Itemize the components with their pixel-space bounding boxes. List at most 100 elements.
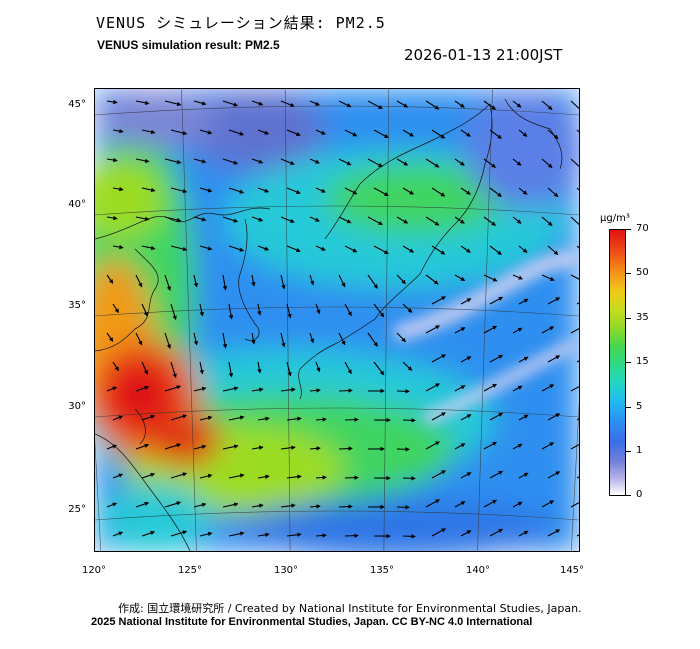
title-english: VENUS simulation result: PM2.5 bbox=[97, 38, 280, 52]
wind-arrow bbox=[193, 274, 199, 288]
wind-arrow bbox=[570, 501, 579, 508]
wind-arrow bbox=[135, 443, 150, 450]
wind-arrow bbox=[541, 158, 553, 168]
wind-arrow bbox=[547, 355, 561, 363]
wind-arrow bbox=[164, 385, 182, 392]
wind-arrow bbox=[518, 472, 529, 479]
latitude-line bbox=[95, 407, 579, 418]
wind-arrow bbox=[251, 387, 264, 392]
wind-arrow bbox=[547, 297, 561, 305]
wind-arrow bbox=[280, 158, 295, 165]
wind-arrow bbox=[170, 245, 188, 252]
wind-arrow bbox=[402, 303, 413, 313]
wind-arrow bbox=[576, 187, 579, 191]
wind-arrow bbox=[425, 158, 440, 168]
wind-arrow bbox=[170, 303, 177, 321]
wind-arrow bbox=[489, 354, 504, 363]
wind-arrow bbox=[228, 303, 234, 320]
lat-label-40: 40° bbox=[68, 199, 86, 210]
wind-arrow bbox=[518, 187, 528, 195]
forecast-timestamp: 2026-01-13 21:00JST bbox=[404, 46, 563, 64]
wind-arrow bbox=[286, 129, 301, 137]
pm25-map[interactable] bbox=[94, 88, 580, 552]
wind-arrow bbox=[112, 415, 124, 421]
lon-label-120: 120° bbox=[81, 565, 107, 576]
wind-arrow bbox=[431, 412, 446, 421]
wind-arrow bbox=[251, 503, 264, 508]
wind-arrow bbox=[286, 245, 301, 253]
wind-arrow bbox=[228, 415, 245, 421]
wind-arrow bbox=[425, 100, 440, 110]
wind-arrow bbox=[228, 129, 245, 136]
wind-arrow bbox=[460, 245, 471, 253]
wind-arrow bbox=[309, 274, 315, 286]
wind-arrow bbox=[170, 530, 188, 537]
wind-arrow bbox=[222, 332, 228, 349]
wind-arrow bbox=[112, 531, 124, 537]
wind-arrow bbox=[141, 245, 156, 251]
wind-arrow bbox=[489, 129, 502, 139]
wind-arrow bbox=[164, 216, 182, 223]
wind-arrow bbox=[257, 129, 270, 135]
wind-arrow bbox=[460, 298, 472, 305]
graticule bbox=[95, 89, 579, 551]
wind-arrow bbox=[280, 332, 286, 348]
wind-arrow bbox=[512, 158, 522, 166]
wind-arrow bbox=[402, 245, 415, 253]
colorbar-tick-mark bbox=[626, 362, 631, 363]
wind-arrow bbox=[483, 383, 498, 392]
map-canvas bbox=[95, 89, 579, 551]
wind-arrow bbox=[518, 530, 529, 537]
wind-arrow bbox=[547, 245, 559, 256]
wind-arrow bbox=[570, 100, 579, 113]
colorbar-tick-mark bbox=[626, 407, 631, 408]
wind-arrow bbox=[512, 216, 522, 224]
wind-arrow bbox=[483, 158, 497, 168]
wind-arrow bbox=[170, 129, 188, 136]
title-japanese: VENUS シミュレーション結果: PM2.5 bbox=[96, 14, 386, 32]
wind-arrow bbox=[286, 474, 302, 479]
lon-label-125: 125° bbox=[177, 565, 203, 576]
colorbar-label-15: 15 bbox=[636, 356, 649, 367]
wind-arrow bbox=[315, 475, 327, 480]
wind-arrow bbox=[135, 274, 143, 288]
wind-arrow bbox=[286, 532, 302, 537]
wind-arrow bbox=[222, 274, 228, 291]
wind-arrow bbox=[518, 414, 529, 421]
wind-arrow bbox=[483, 100, 497, 110]
wind-arrow bbox=[199, 245, 213, 251]
latitude-line bbox=[95, 205, 579, 216]
wind-arrow bbox=[373, 245, 389, 255]
wind-arrow bbox=[402, 361, 413, 371]
wind-arrow bbox=[518, 245, 528, 253]
wind-arrow bbox=[280, 216, 295, 223]
wind-arrow bbox=[338, 216, 352, 224]
wind-arrow bbox=[396, 332, 407, 343]
wind-arrow bbox=[141, 414, 156, 421]
wind-arrow bbox=[164, 443, 182, 450]
wind-arrow bbox=[512, 443, 523, 450]
wind-arrow bbox=[112, 128, 124, 134]
wind-arrow bbox=[367, 100, 383, 109]
wind-arrow bbox=[170, 361, 177, 379]
colorbar-label-35: 35 bbox=[636, 312, 649, 323]
wind-arrow bbox=[541, 274, 555, 281]
wind-arrow bbox=[228, 245, 245, 252]
wind-arrow bbox=[373, 303, 385, 318]
wind-arrow bbox=[309, 158, 320, 164]
wind-arrow bbox=[344, 417, 359, 422]
wind-arrow bbox=[135, 501, 150, 508]
lat-label-35: 35° bbox=[68, 300, 86, 311]
wind-arrow bbox=[106, 386, 118, 392]
wind-arrow bbox=[425, 499, 440, 508]
wind-arrow bbox=[431, 528, 446, 537]
wind-arrow bbox=[280, 274, 286, 290]
wind-arrow bbox=[315, 187, 326, 193]
wind-arrow bbox=[541, 326, 555, 334]
wind-arrow bbox=[547, 187, 559, 198]
wind-arrow bbox=[431, 470, 446, 479]
wind-arrow bbox=[251, 100, 264, 106]
wind-arrow bbox=[338, 504, 353, 509]
wind-arrow bbox=[141, 361, 148, 375]
wind-arrow bbox=[112, 303, 119, 314]
